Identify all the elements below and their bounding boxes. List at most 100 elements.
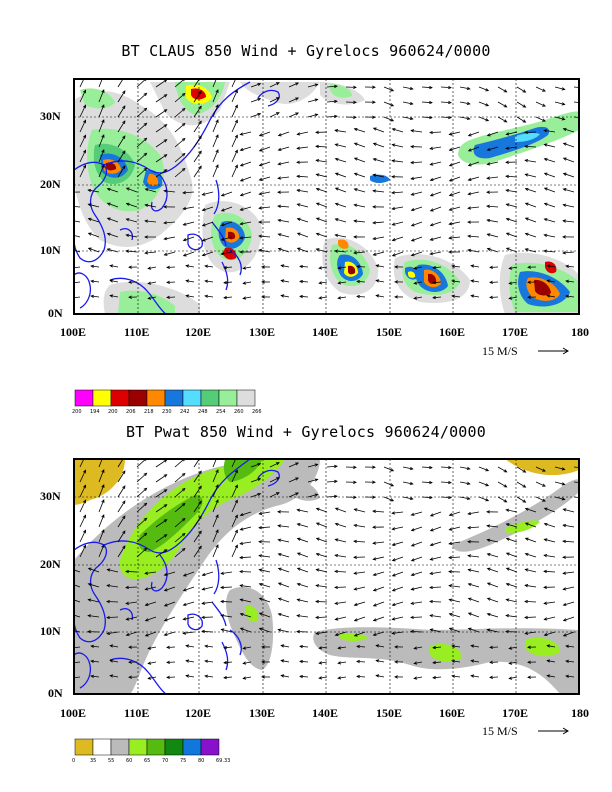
wind-vector-head	[101, 529, 105, 533]
wind-vector	[193, 120, 202, 133]
wind-vector	[338, 296, 347, 299]
wind-vector	[278, 233, 290, 238]
wind-vector-head	[470, 279, 475, 283]
wind-vector-head	[503, 499, 508, 503]
wind-vector	[107, 569, 119, 573]
wind-vector-head	[467, 206, 472, 210]
wind-vector	[107, 233, 119, 238]
wind-vector-head	[524, 584, 529, 588]
wind-vector-head	[353, 203, 358, 207]
wind-vector-head	[413, 676, 418, 680]
wind-vector	[221, 191, 233, 197]
bottom-colorbar-swatch-0	[74, 738, 94, 756]
wind-vector-head	[70, 583, 73, 585]
wind-vector	[186, 645, 195, 648]
wind-vector	[164, 236, 176, 240]
wind-vector	[563, 157, 575, 163]
wind-vector-head	[543, 172, 548, 176]
wind-vector-head	[432, 645, 437, 650]
wind-vector	[240, 585, 252, 588]
wind-vector	[212, 89, 219, 103]
wind-vector	[278, 176, 290, 179]
bottom-lat-label-0n: 0N	[48, 686, 63, 700]
wind-vector-head	[353, 188, 358, 192]
wind-vector-head	[109, 659, 114, 663]
wind-vector	[525, 233, 537, 238]
wind-vector-head	[546, 264, 551, 268]
wind-vector	[563, 128, 575, 133]
wind-vector-head	[524, 522, 529, 526]
wind-vector-head	[356, 279, 360, 284]
wind-vector-head	[239, 555, 243, 560]
wind-vector	[373, 510, 385, 513]
wind-vector	[231, 484, 238, 498]
wind-vector-head	[215, 544, 219, 548]
wind-vector	[487, 539, 499, 543]
wind-vector	[259, 235, 271, 238]
wind-vector-head	[315, 537, 320, 541]
wind-vector	[487, 176, 499, 179]
wind-vector	[145, 601, 157, 606]
wind-vector-head	[181, 107, 186, 112]
wind-vector-head	[524, 217, 529, 221]
wind-vector	[471, 265, 480, 268]
wind-vector	[259, 176, 271, 181]
wind-vector-head	[296, 582, 301, 587]
wind-vector-head	[215, 529, 219, 533]
top-colorbar-label-6: 242	[180, 409, 190, 415]
wind-vector-head	[353, 115, 357, 119]
wind-vector	[240, 131, 252, 135]
wind-vector-head	[106, 187, 111, 191]
wind-vector-head	[277, 510, 281, 514]
wind-vector	[335, 538, 347, 543]
wind-vector-head	[185, 279, 190, 283]
wind-vector	[376, 645, 385, 648]
wind-vector	[316, 508, 328, 513]
wind-vector	[307, 114, 318, 118]
wind-vector	[297, 131, 309, 135]
wind-vector-head	[220, 614, 225, 618]
wind-vector-head	[505, 537, 510, 541]
wind-vector-head	[429, 130, 433, 135]
wind-vector-head	[356, 659, 360, 664]
wind-vector-head	[410, 601, 415, 605]
wind-vector-head	[410, 615, 414, 620]
wind-vector-head	[448, 115, 452, 120]
wind-vector-head	[372, 115, 376, 119]
wind-vector-head	[258, 148, 263, 152]
wind-vector	[547, 280, 556, 283]
wind-vector-head	[299, 674, 303, 679]
wind-vector	[117, 90, 126, 103]
wind-vector	[126, 250, 138, 253]
wind-vector	[174, 153, 186, 163]
wind-vector	[509, 661, 518, 664]
wind-vector-head	[122, 105, 126, 110]
wind-vector-head	[353, 602, 358, 607]
wind-vector-head	[220, 223, 225, 227]
wind-vector-head	[543, 129, 548, 133]
wind-vector	[136, 152, 147, 163]
wind-vector-head	[524, 173, 529, 177]
wind-vector-head	[432, 280, 437, 285]
wind-vector	[478, 496, 489, 502]
wind-vector	[429, 586, 442, 589]
wind-vector	[183, 251, 195, 257]
wind-vector	[155, 489, 167, 498]
wind-vector-head	[234, 484, 238, 489]
wind-vector-head	[334, 84, 338, 89]
wind-vector	[449, 131, 461, 135]
wind-vector	[126, 601, 138, 605]
wind-vector-head	[562, 219, 567, 223]
wind-vector-head	[508, 661, 513, 665]
wind-vector	[563, 616, 575, 622]
wind-vector	[449, 176, 461, 182]
wind-vector	[421, 496, 433, 499]
wind-vector-head	[467, 163, 472, 167]
wind-vector	[440, 466, 452, 469]
wind-vector-head	[413, 281, 418, 285]
wind-vector-head	[486, 538, 491, 542]
wind-vector-head	[448, 85, 452, 90]
wind-vector	[240, 221, 252, 225]
wind-vector	[243, 266, 252, 269]
wind-vector	[430, 556, 442, 561]
